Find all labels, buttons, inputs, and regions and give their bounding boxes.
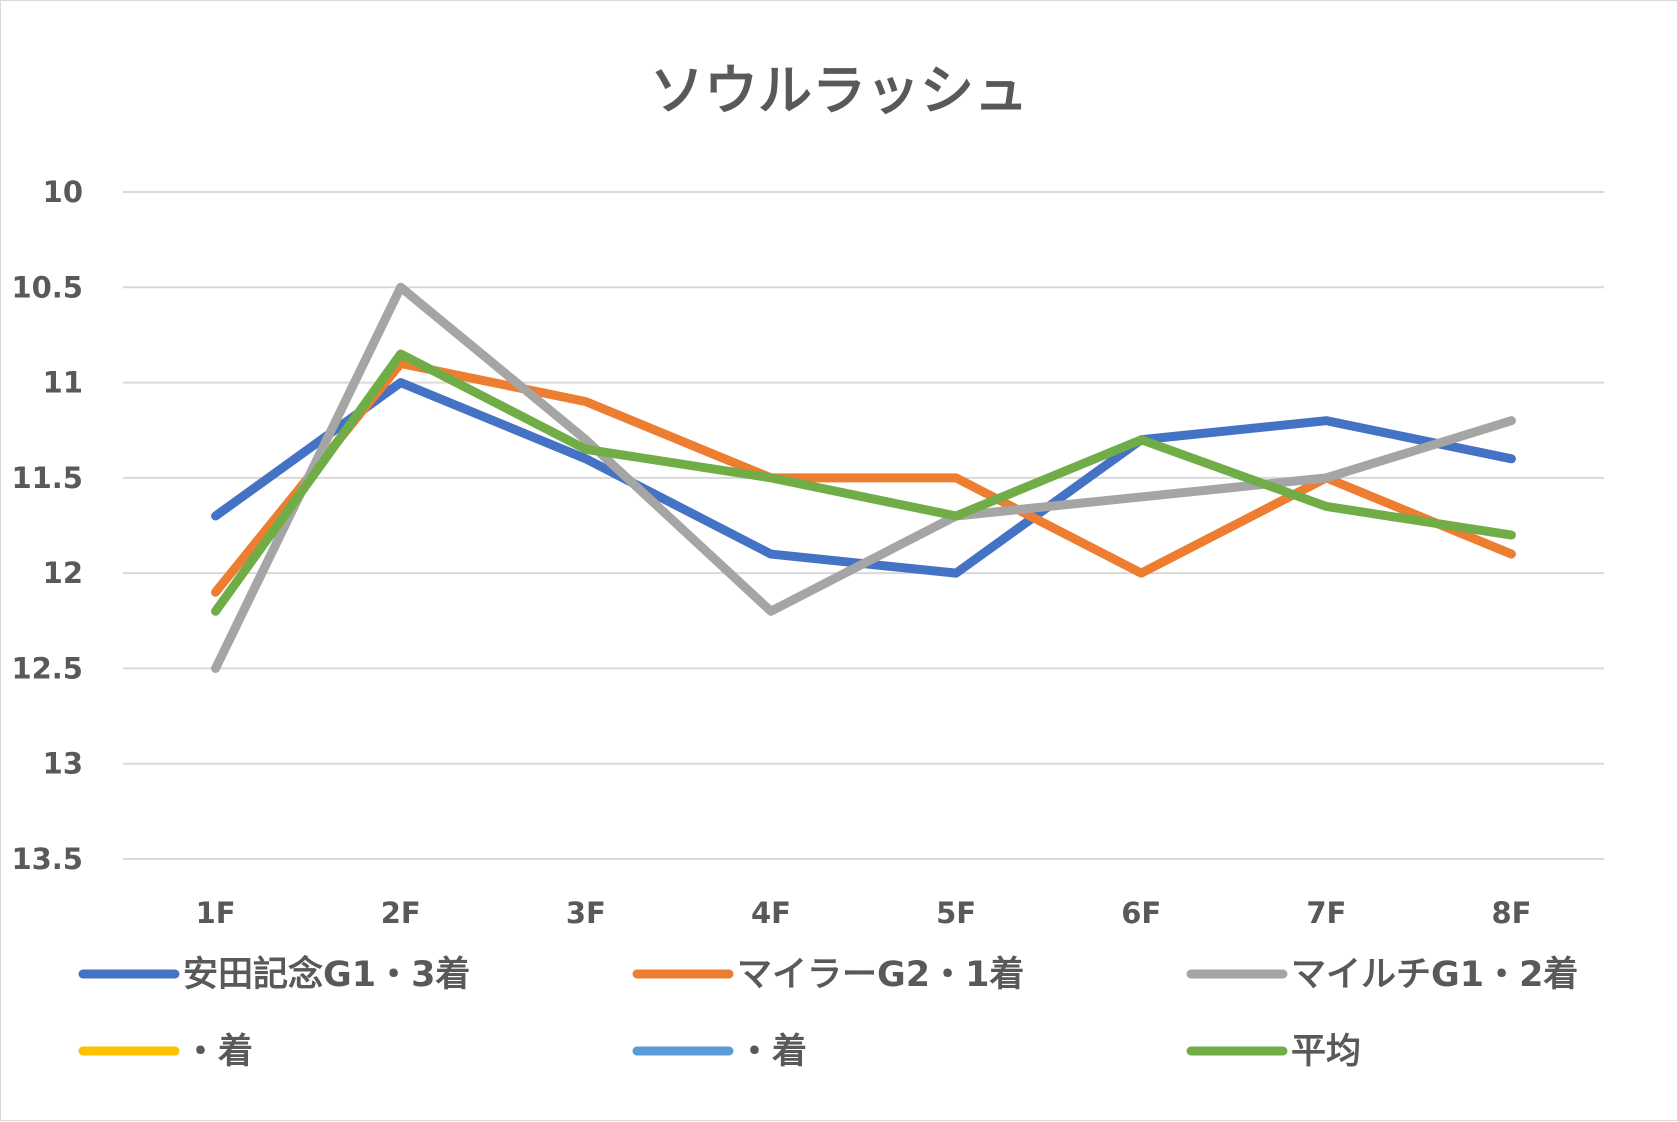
legend-label: マイルチG1・2着 [1291, 955, 1578, 995]
y-tick-label: 12.5 [11, 651, 83, 685]
y-axis-ticks: 10 10.5 11 11.5 12 12.5 13 13.5 [11, 175, 83, 876]
y-tick-label: 11.5 [11, 461, 83, 495]
gridlines [123, 191, 1604, 860]
x-tick-label: 8F [1491, 896, 1531, 930]
y-tick-label: 10.5 [11, 270, 83, 304]
x-tick-label: 2F [381, 896, 421, 930]
series-line-5 [211, 349, 1516, 616]
y-tick-label: 11 [43, 366, 83, 400]
legend-label: 安田記念G1・3着 [183, 954, 470, 995]
y-tick-label: 13.5 [11, 842, 83, 876]
chart-title: ソウルラッシュ [650, 59, 1028, 122]
y-tick-label: 12 [43, 556, 83, 590]
series-lines [211, 282, 1516, 673]
x-tick-label: 7F [1306, 896, 1346, 930]
legend-label: ・着 [183, 1032, 253, 1072]
y-tick-label: 10 [43, 175, 83, 209]
legend: 安田記念G1・3着 マイラーG2・1着 マイルチG1・2着・着 ・着 平均 [78, 954, 1578, 1072]
legend-label: 平均 [1291, 1032, 1361, 1072]
legend-label: ・着 [737, 1032, 807, 1072]
series-line-2 [211, 282, 1516, 673]
x-tick-label: 5F [936, 896, 976, 930]
y-tick-label: 13 [43, 747, 83, 781]
x-tick-label: 3F [566, 896, 606, 930]
x-axis-ticks: 1F 2F 3F 4F 5F 6F 7F 8F [196, 896, 1532, 930]
x-tick-label: 6F [1121, 896, 1161, 930]
legend-label: マイラーG2・1着 [737, 955, 1024, 995]
x-tick-label: 1F [196, 896, 236, 930]
x-tick-label: 4F [751, 896, 791, 930]
